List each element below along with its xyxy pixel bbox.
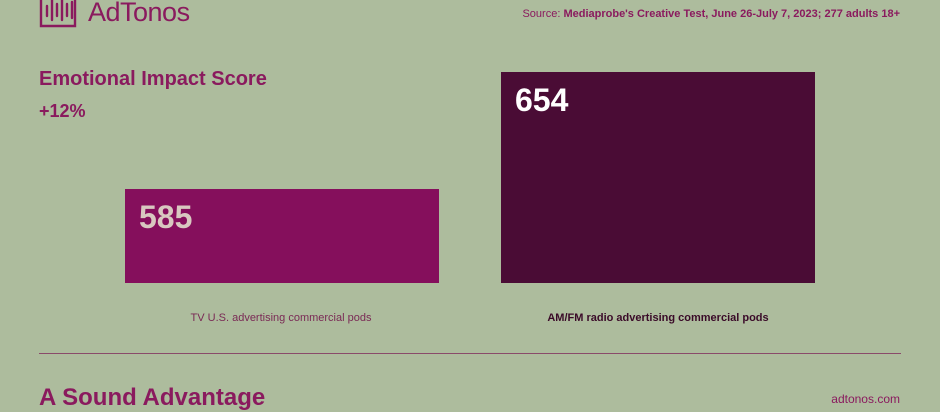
bar-value-label: 585 (139, 199, 193, 236)
source-text: Mediaprobe's Creative Test, June 26-July… (563, 8, 900, 20)
footer-url[interactable]: adtonos.com (831, 392, 900, 406)
footer-title: A Sound Advantage (39, 384, 266, 411)
chart-subtitle: +12% (39, 101, 86, 121)
brand-logo: AdTonos (38, 0, 190, 32)
category-label-tv: TV U.S. advertising commercial pods (190, 312, 372, 324)
sound-wave-logo-icon (39, 0, 77, 28)
source-note: Source: Mediaprobe's Creative Test, June… (522, 8, 900, 20)
divider (39, 353, 901, 354)
source-prefix: Source: (522, 8, 561, 20)
category-label-radio: AM/FM radio advertising commercial pods (547, 312, 769, 324)
brand-name: AdTonos (88, 0, 190, 27)
bar-radio: 654 (501, 72, 815, 283)
bar-tv: 585 (125, 189, 439, 283)
chart-title: Emotional Impact Score (39, 68, 267, 90)
bar-value-label: 654 (515, 82, 569, 118)
